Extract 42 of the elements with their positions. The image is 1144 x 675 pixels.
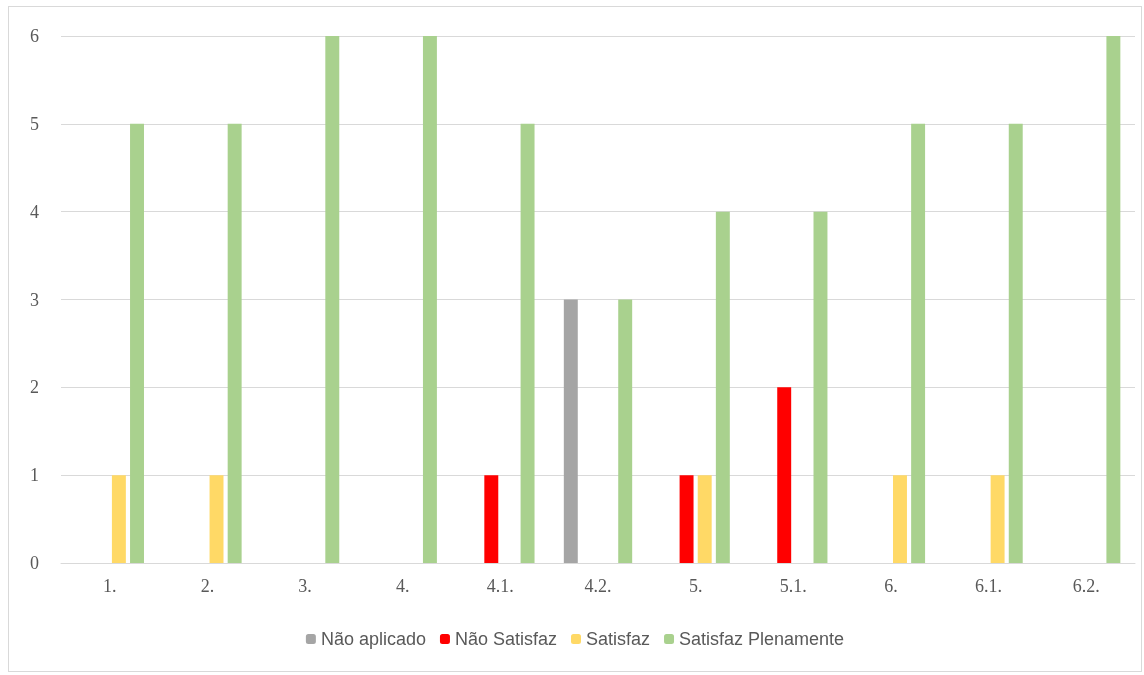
legend-label: Não aplicado — [320, 629, 426, 649]
bar — [777, 387, 792, 563]
x-tick-label: 1. — [103, 576, 117, 596]
x-tick-label: 4.1. — [486, 576, 514, 596]
y-tick-label: 3 — [30, 289, 39, 310]
x-tick-label: 5.1. — [779, 576, 807, 596]
bar — [715, 211, 730, 563]
y-tick-label: 6 — [30, 26, 39, 46]
bar — [227, 123, 242, 563]
x-tick-label: 3. — [298, 576, 312, 596]
x-tick-label: 2. — [200, 576, 215, 596]
y-tick-label: 1 — [30, 465, 39, 486]
legend-label: Satisfaz — [586, 629, 651, 649]
bar — [520, 123, 535, 563]
x-tick-label: 6.2. — [1072, 576, 1100, 596]
x-tick-label: 4.2. — [584, 576, 612, 596]
bar — [893, 475, 907, 563]
y-tick-label: 2 — [30, 377, 39, 398]
bar — [679, 475, 694, 563]
bar — [325, 36, 340, 563]
x-tick-label: 5. — [688, 576, 703, 596]
y-tick-label: 5 — [30, 113, 39, 134]
bar — [209, 475, 224, 563]
y-tick-label: 0 — [30, 553, 39, 573]
bar — [130, 123, 144, 563]
bar — [1008, 123, 1023, 563]
x-tick-label: 6. — [884, 576, 898, 596]
legend-label: Não Satisfaz — [454, 629, 558, 649]
bar — [990, 475, 1005, 563]
bar — [111, 475, 126, 563]
bar — [911, 123, 926, 563]
bar — [697, 475, 712, 563]
bar — [618, 299, 633, 563]
legend-label: Satisfaz Plenamente — [679, 629, 845, 649]
x-tick-label: 4. — [395, 576, 410, 596]
bar — [422, 36, 437, 563]
y-tick-label: 4 — [30, 201, 39, 222]
bar — [484, 475, 499, 563]
bar — [563, 299, 578, 563]
bar — [813, 211, 828, 563]
bar — [1106, 36, 1121, 563]
x-tick-label: 6.1. — [975, 576, 1003, 596]
